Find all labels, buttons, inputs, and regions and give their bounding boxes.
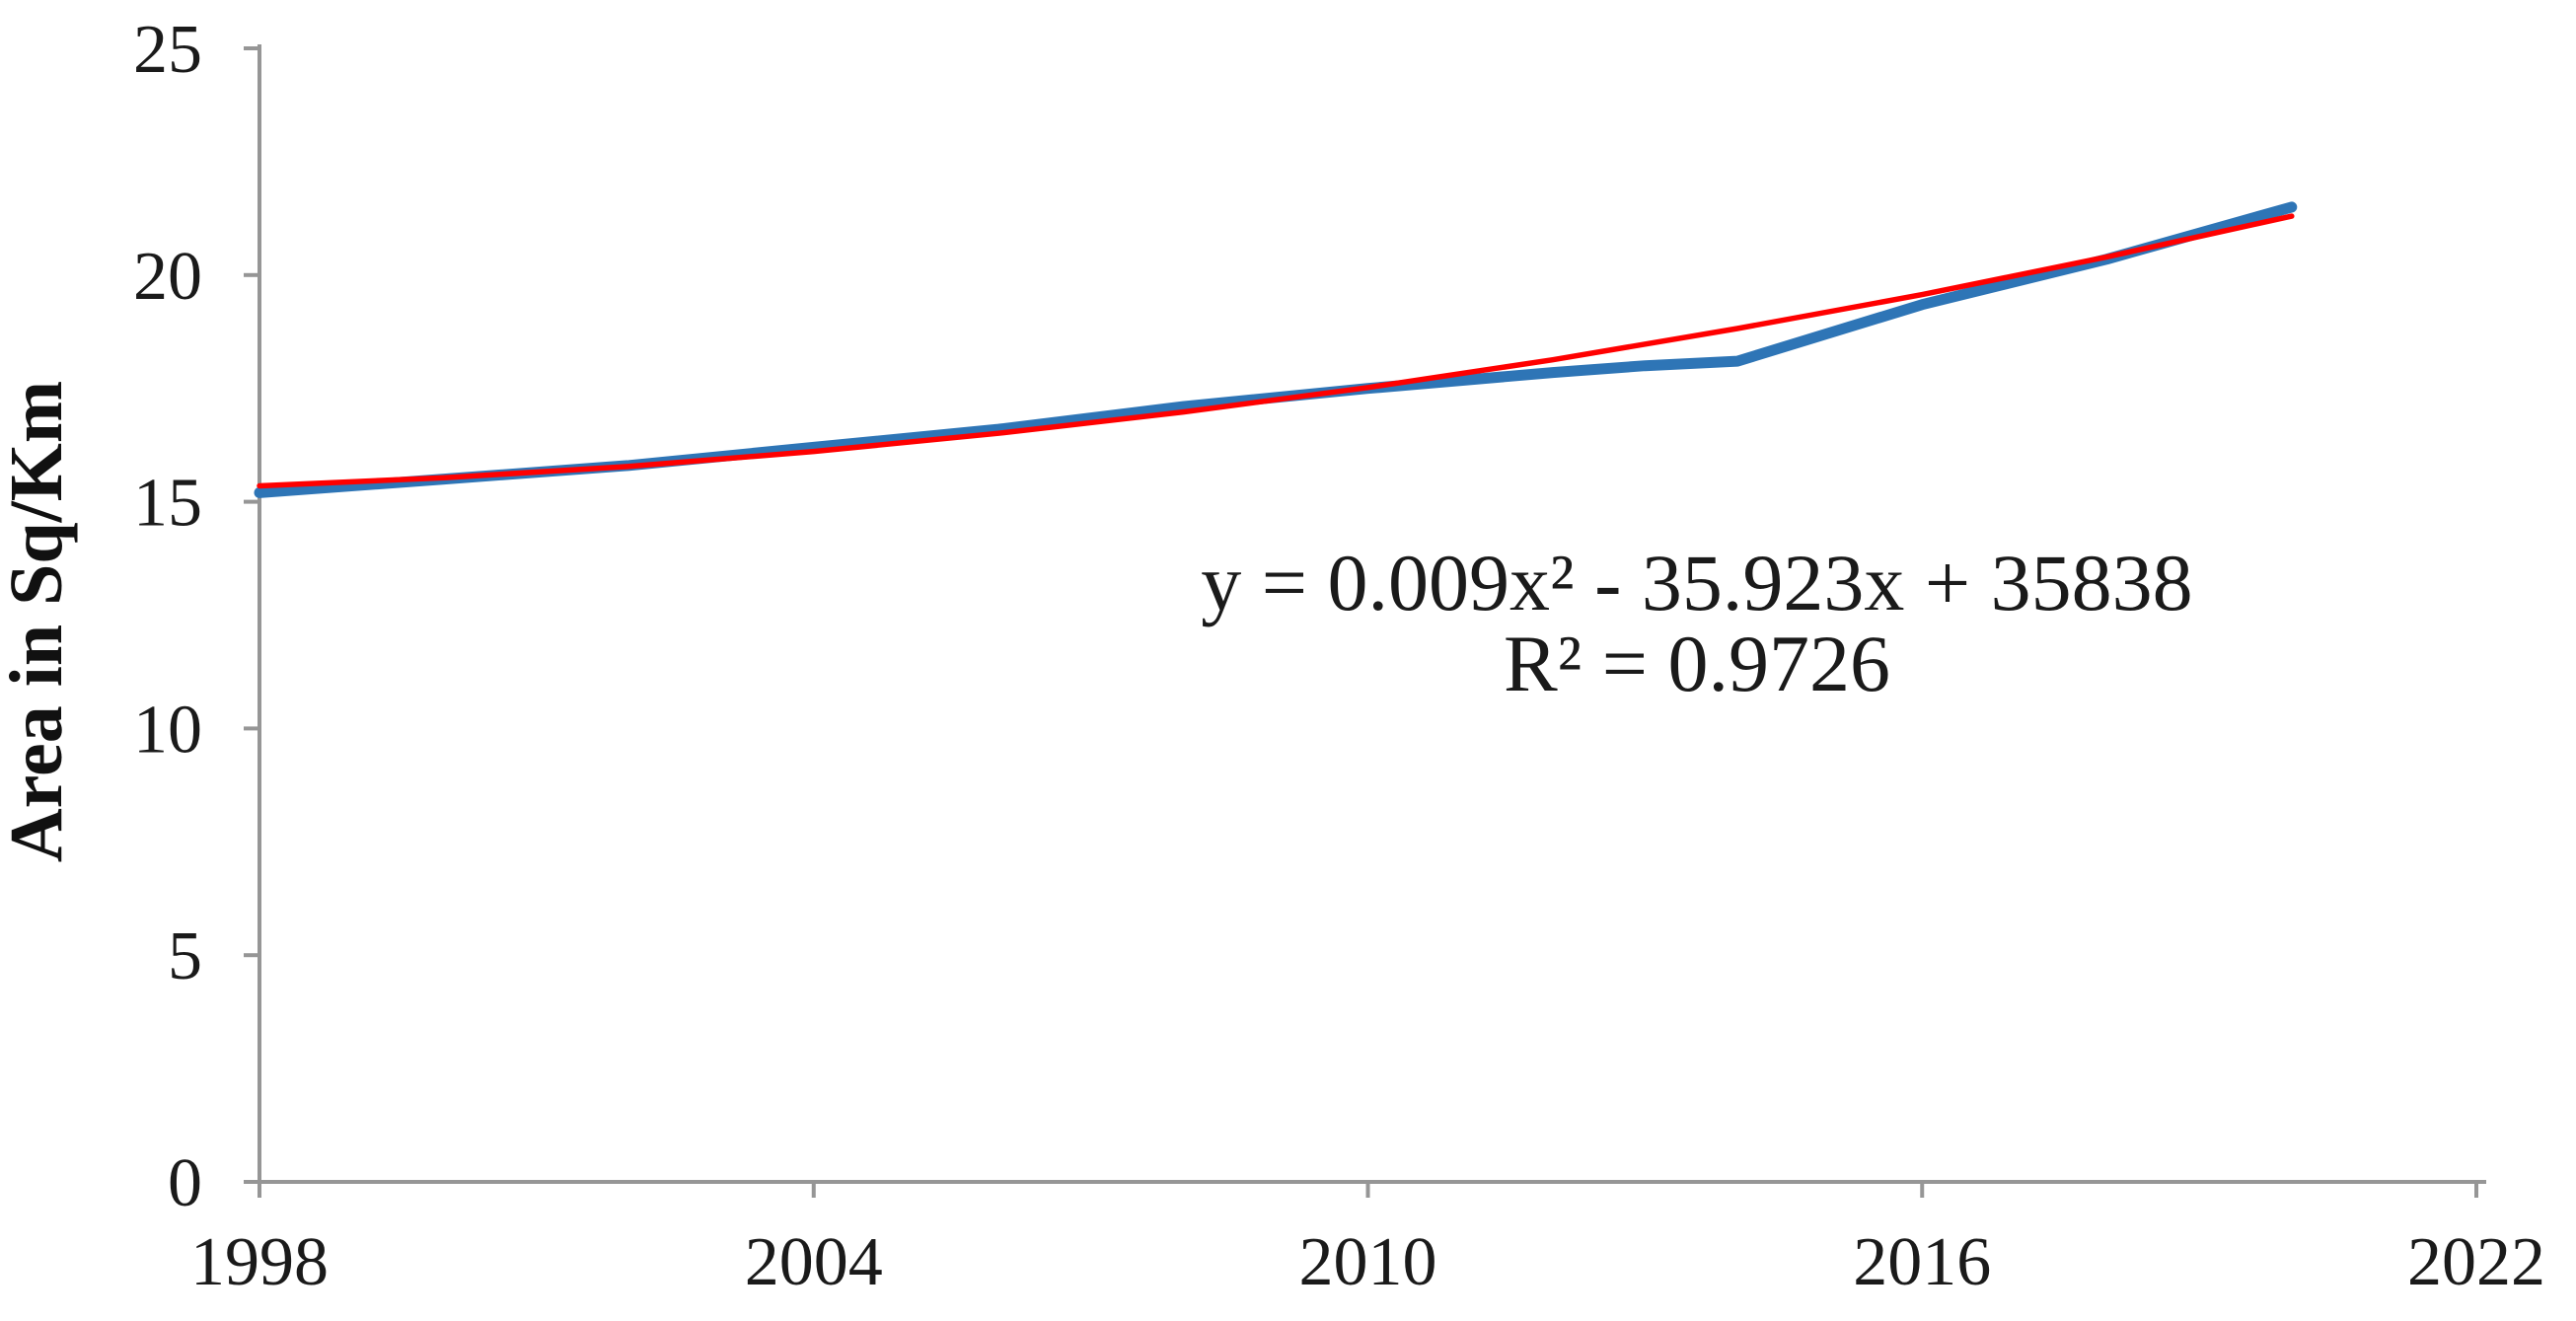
y-tick-label: 10 [133, 692, 202, 768]
x-tick-label: 2022 [2407, 1224, 2545, 1300]
y-tick-label: 15 [133, 466, 202, 542]
x-tick-label: 2010 [1299, 1224, 1437, 1300]
y-tick-label: 20 [133, 239, 202, 315]
chart-generated-layer: 0 5 10 15 20 25 1998 2004 2010 2016 2022 [133, 12, 2545, 1300]
y-tick-label: 0 [168, 1145, 202, 1221]
series-line-polynomial-trendline [257, 213, 2295, 489]
x-tick-label: 2004 [745, 1224, 883, 1300]
y-axis-title: Area in Sq/Km [0, 381, 78, 862]
r-squared-label: R² = 0.9726 [1504, 619, 1890, 708]
y-tick-label: 25 [133, 12, 202, 88]
y-tick-label: 5 [168, 918, 202, 994]
series-line-built-up-area [254, 201, 2298, 498]
x-tick-label: 1998 [190, 1224, 329, 1300]
trendline-equation-label: y = 0.009x² - 35.923x + 35838 [1201, 538, 2192, 627]
x-tick-label: 2016 [1853, 1224, 1991, 1300]
